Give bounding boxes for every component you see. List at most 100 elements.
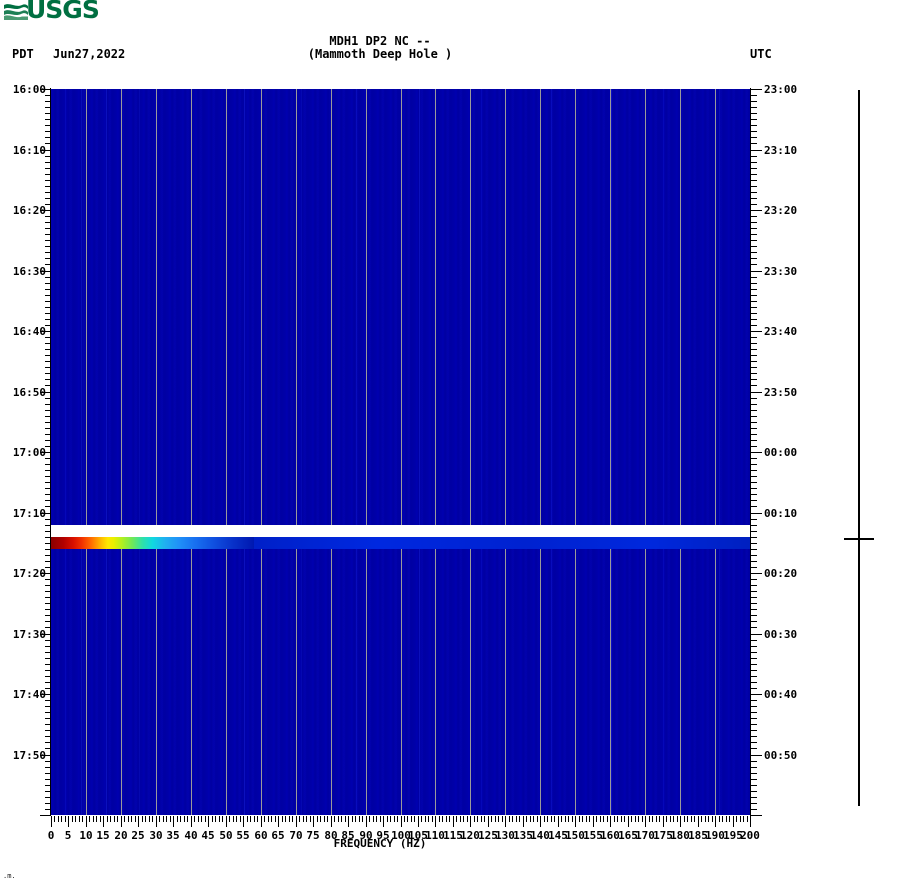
y-tick-right: [751, 355, 757, 356]
y-tick-left: [45, 706, 51, 707]
x-tick-157: [600, 816, 601, 822]
y-tick-left: [45, 670, 51, 671]
x-label-140: 140: [530, 829, 550, 842]
y-tick-left: [45, 264, 51, 265]
y-tick-right: [751, 597, 757, 598]
x-label-85: 85: [341, 829, 355, 842]
y-tick-right: [751, 809, 757, 810]
y-tick-right: [751, 694, 762, 695]
x-tick-138: [533, 816, 534, 822]
y-tick-left: [45, 506, 51, 507]
y-label-left-1610: 16:10: [12, 144, 46, 157]
x-tick-30: [156, 816, 157, 827]
x-tick-179: [677, 816, 678, 822]
x-tick-87: [355, 816, 356, 822]
y-tick-right: [751, 482, 757, 483]
y-tick-left: [45, 603, 51, 604]
y-tick-right: [751, 113, 757, 114]
x-tick-58: [254, 816, 255, 822]
x-tick-153: [586, 816, 587, 822]
x-tick-184: [694, 816, 695, 822]
y-tick-right: [751, 670, 757, 671]
noise-streak: [81, 89, 82, 815]
y-tick-right: [751, 676, 757, 677]
x-label-180: 180: [670, 829, 690, 842]
y-tick-right: [751, 313, 757, 314]
y-tick-left: [45, 349, 51, 350]
y-tick-left: [40, 331, 51, 332]
y-tick-left: [45, 246, 51, 247]
y-tick-right: [751, 537, 757, 538]
y-tick-right: [751, 682, 757, 683]
x-label-10: 10: [79, 829, 93, 842]
x-label-55: 55: [236, 829, 250, 842]
y-tick-left: [45, 579, 51, 580]
x-tick-24: [135, 816, 136, 822]
x-tick-2: [58, 816, 59, 822]
y-tick-left: [45, 682, 51, 683]
y-tick-left: [45, 779, 51, 780]
x-tick-170: [645, 816, 646, 827]
y-tick-right: [751, 264, 757, 265]
x-tick-105: [418, 816, 419, 827]
gridline-70hz: [295, 89, 297, 815]
x-tick-147: [565, 816, 566, 822]
y-tick-right: [751, 428, 757, 429]
y-tick-right: [751, 258, 757, 259]
y-label-right-2340: 23:40: [764, 325, 798, 338]
x-tick-6: [72, 816, 73, 822]
x-tick-195: [733, 816, 734, 827]
x-tick-160: [610, 816, 611, 827]
y-tick-left: [45, 240, 51, 241]
x-tick-80: [331, 816, 332, 827]
x-tick-13: [96, 816, 97, 822]
y-tick-left: [45, 537, 51, 538]
y-tick-right: [751, 252, 757, 253]
x-label-175: 175: [653, 829, 673, 842]
x-tick-165: [628, 816, 629, 827]
y-tick-right: [751, 289, 757, 290]
x-tick-122: [477, 816, 478, 822]
x-tick-1: [54, 816, 55, 822]
x-tick-174: [659, 816, 660, 822]
x-tick-37: [180, 816, 181, 822]
y-tick-right: [751, 192, 757, 193]
noise-streak: [106, 89, 107, 815]
y-tick-right: [751, 101, 757, 102]
y-tick-right: [751, 773, 757, 774]
y-tick-right: [751, 337, 757, 338]
y-tick-right: [751, 609, 757, 610]
x-tick-86: [352, 816, 353, 822]
y-tick-right: [751, 779, 757, 780]
x-tick-130: [505, 816, 506, 827]
y-label-left-1720: 17:20: [12, 567, 46, 580]
y-tick-left: [45, 773, 51, 774]
y-tick-right: [751, 748, 757, 749]
y-tick-left: [45, 488, 51, 489]
x-tick-72: [303, 816, 304, 822]
x-tick-65: [278, 816, 279, 827]
y-tick-right: [751, 434, 757, 435]
x-tick-29: [152, 816, 153, 822]
y-tick-left: [45, 252, 51, 253]
y-tick-left: [45, 585, 51, 586]
y-tick-right: [751, 307, 757, 308]
gridline-60hz: [260, 89, 262, 815]
x-label-5: 5: [64, 829, 72, 842]
x-label-25: 25: [131, 829, 145, 842]
x-tick-103: [411, 816, 412, 822]
x-tick-10: [86, 816, 87, 827]
x-tick-90: [366, 816, 367, 827]
y-tick-left: [45, 343, 51, 344]
y-label-right-0020: 00:20: [764, 567, 798, 580]
x-tick-42: [198, 816, 199, 822]
y-tick-right: [751, 234, 757, 235]
y-tick-left: [45, 119, 51, 120]
y-label-right-0040: 00:40: [764, 688, 798, 701]
x-label-165: 165: [618, 829, 638, 842]
x-tick-11: [89, 816, 90, 822]
y-tick-right: [751, 446, 757, 447]
y-tick-left: [40, 513, 51, 514]
y-tick-right: [751, 422, 757, 423]
y-tick-right: [751, 143, 757, 144]
